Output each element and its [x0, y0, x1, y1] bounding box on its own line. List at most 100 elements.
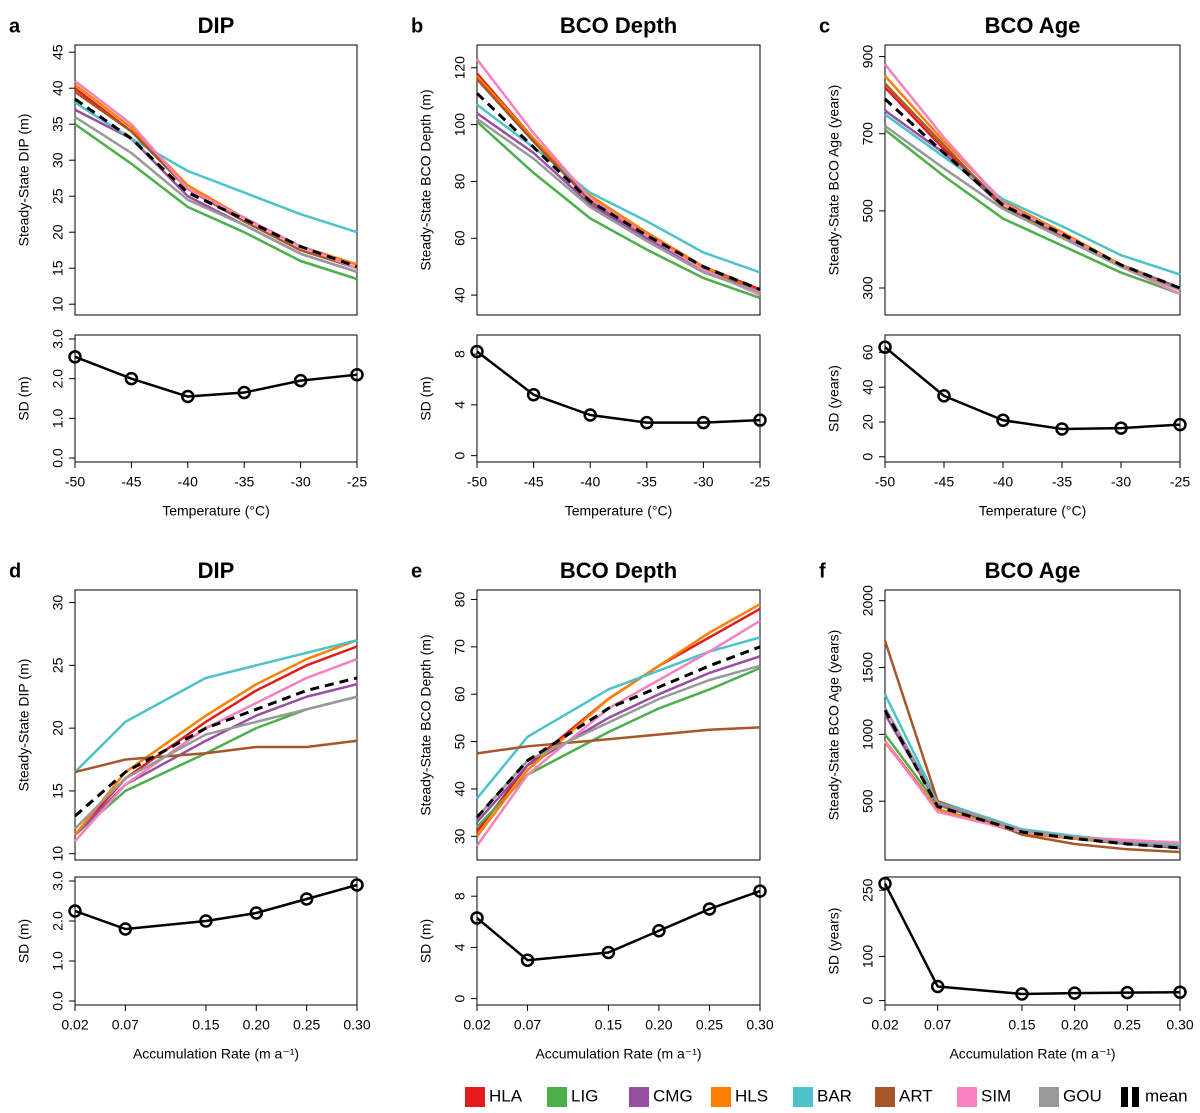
x-tick-label: 0.30: [1166, 1017, 1193, 1033]
plot-frame: [476, 589, 761, 861]
plot-frame: [74, 876, 358, 1006]
point-marker: [878, 876, 892, 891]
y-axis-label: SD (m): [418, 376, 434, 420]
series-line: [74, 695, 358, 836]
series-line: [74, 80, 358, 270]
y-tick-label: 0: [860, 996, 876, 1004]
legend-swatch: [711, 1087, 731, 1107]
series-line: [476, 78, 761, 294]
legend-label: GOU: [1063, 1086, 1102, 1105]
y-tick-label: 100: [452, 113, 468, 137]
y-tick-label: 0.0: [50, 448, 66, 468]
legend-label: LIG: [571, 1086, 598, 1105]
series-line: [475, 92, 761, 291]
series-line: [74, 83, 358, 266]
x-tick-label: -50: [65, 474, 85, 490]
y-tick-label: 30: [50, 152, 66, 168]
y-tick-label: 50: [452, 734, 468, 750]
y-tick-label: 40: [452, 287, 468, 303]
series-line: [884, 113, 1181, 276]
legend-label: HLS: [735, 1086, 768, 1105]
legend-swatch: [1121, 1087, 1128, 1107]
legend-label: BAR: [817, 1086, 852, 1105]
series-line: [883, 709, 1181, 850]
y-tick-label: 60: [860, 344, 876, 360]
y-tick-label: 25: [50, 188, 66, 204]
y-axis-label: Steady-State BCO Age (years): [826, 630, 842, 821]
y-tick-label: 3.0: [50, 871, 66, 891]
point-marker: [1114, 421, 1128, 435]
series-line: [74, 739, 358, 774]
x-tick-label: 0.20: [645, 1017, 672, 1033]
series-line: [74, 101, 358, 234]
x-tick-label: 0.20: [243, 1017, 270, 1033]
x-axis-label: Accumulation Rate (m a⁻¹): [949, 1046, 1115, 1062]
x-tick-label: -45: [523, 474, 543, 490]
point-marker: [526, 387, 541, 402]
x-axis-label: Temperature (°C): [979, 503, 1087, 519]
y-axis-label: SD (m): [16, 919, 32, 963]
panel-letter: c: [819, 15, 830, 37]
y-axis-label: Steady-State DIP (m): [16, 114, 32, 247]
y-tick-label: 20: [50, 224, 66, 240]
x-tick-label: 0.02: [871, 1017, 898, 1033]
x-tick-label: -35: [637, 474, 657, 490]
point-marker: [237, 385, 251, 400]
y-tick-label: 1.0: [50, 408, 66, 428]
series-line: [476, 664, 761, 819]
y-tick-label: 30: [452, 828, 468, 844]
plot-frame: [476, 44, 761, 316]
point-marker: [1120, 985, 1135, 1000]
point-marker: [1055, 422, 1069, 436]
y-tick-label: 3.0: [50, 329, 66, 349]
y-axis-label: Steady-State BCO Age (years): [826, 85, 842, 276]
point-marker: [249, 906, 264, 920]
x-tick-label: -25: [347, 474, 367, 490]
point-marker: [652, 924, 666, 938]
legend-swatch: [547, 1087, 567, 1107]
point-marker: [996, 413, 1010, 427]
series-line: [884, 109, 1181, 290]
panel-title: BCO Depth: [560, 13, 677, 38]
panel-title: DIP: [198, 558, 235, 583]
y-tick-label: 0: [452, 994, 468, 1002]
y-tick-label: 0.0: [50, 991, 66, 1011]
series-line: [74, 639, 358, 836]
series-line: [884, 82, 1181, 290]
legend-label: SIM: [981, 1086, 1011, 1105]
series-line: [74, 676, 358, 818]
series-line: [883, 707, 1181, 848]
y-tick-label: 70: [452, 639, 468, 655]
point-marker: [520, 953, 535, 967]
series-line: [74, 883, 358, 931]
x-tick-label: -50: [875, 474, 895, 490]
x-tick-label: -30: [1111, 474, 1131, 490]
x-tick-label: -30: [290, 474, 310, 490]
y-axis-label: SD (m): [418, 919, 434, 963]
x-axis-label: Temperature (°C): [162, 503, 270, 519]
point-marker: [350, 878, 364, 892]
x-tick-label: -25: [1170, 474, 1190, 490]
y-tick-label: 1.0: [50, 951, 66, 971]
series-line: [883, 693, 1181, 847]
y-tick-label: 30: [50, 595, 66, 611]
series-line: [476, 726, 761, 755]
y-tick-label: 35: [50, 116, 66, 132]
legend-swatch: [1039, 1087, 1059, 1107]
legend-label: ART: [899, 1086, 933, 1105]
x-tick-label: -50: [467, 474, 487, 490]
point-marker: [350, 367, 364, 382]
plot-frame: [884, 44, 1181, 316]
point-marker: [583, 408, 597, 422]
plot-frame: [74, 589, 358, 861]
y-tick-label: 700: [860, 122, 876, 146]
x-tick-label: -25: [750, 474, 770, 490]
series-line: [475, 619, 761, 847]
series-line: [476, 112, 761, 294]
series-line: [476, 120, 761, 300]
legend-swatch: [793, 1087, 813, 1107]
plot-frame: [884, 589, 1181, 861]
series-line: [476, 607, 761, 833]
point-marker: [1173, 417, 1187, 432]
point-marker: [937, 389, 951, 403]
